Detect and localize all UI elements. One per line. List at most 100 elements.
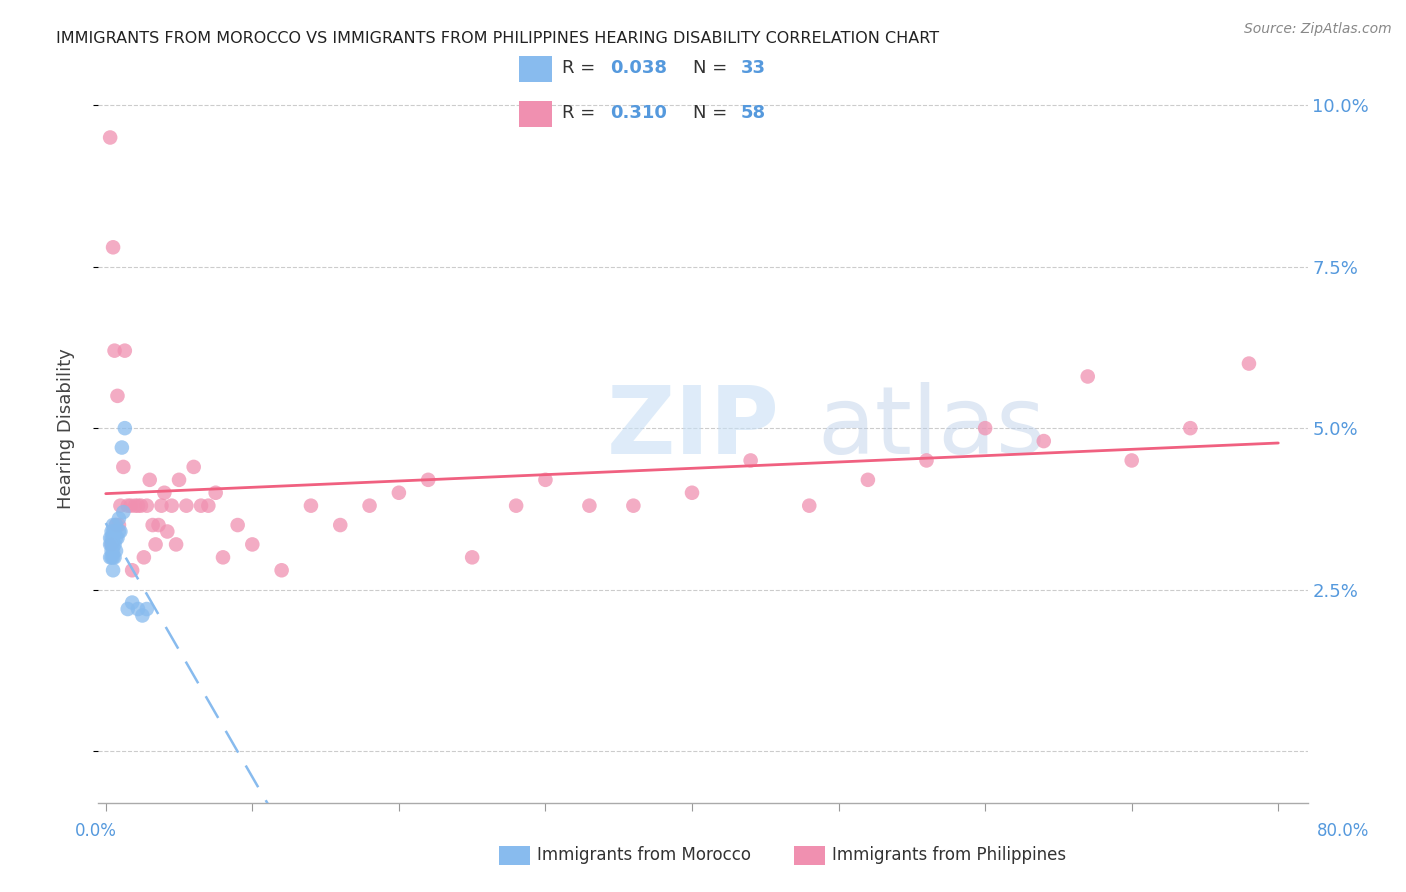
Point bbox=[142, 518, 165, 533]
Point bbox=[176, 499, 198, 513]
Point bbox=[110, 499, 132, 513]
Point bbox=[156, 524, 179, 539]
Point bbox=[150, 499, 173, 513]
Point bbox=[131, 608, 153, 623]
Point bbox=[103, 550, 125, 565]
Point bbox=[112, 459, 135, 474]
Point bbox=[204, 485, 226, 500]
Point bbox=[167, 473, 190, 487]
Point bbox=[100, 537, 122, 551]
Point bbox=[160, 499, 183, 513]
Point bbox=[418, 473, 440, 487]
Point bbox=[129, 499, 152, 513]
Point bbox=[101, 544, 124, 558]
Text: atlas: atlas bbox=[818, 382, 1046, 475]
Point bbox=[100, 531, 122, 545]
Text: IMMIGRANTS FROM MOROCCO VS IMMIGRANTS FROM PHILIPPINES HEARING DISABILITY CORREL: IMMIGRANTS FROM MOROCCO VS IMMIGRANTS FR… bbox=[56, 31, 939, 46]
Point bbox=[1077, 369, 1099, 384]
Point bbox=[103, 343, 125, 358]
Point bbox=[578, 499, 600, 513]
Point bbox=[108, 524, 131, 539]
Point bbox=[108, 511, 131, 525]
Point bbox=[299, 499, 322, 513]
Point bbox=[100, 550, 122, 565]
Point bbox=[107, 389, 129, 403]
Point bbox=[101, 240, 124, 254]
Point bbox=[117, 602, 139, 616]
Point bbox=[120, 499, 142, 513]
Point bbox=[105, 518, 128, 533]
Point bbox=[103, 537, 125, 551]
Point bbox=[101, 518, 124, 533]
Text: N =: N = bbox=[693, 60, 733, 78]
Point bbox=[1121, 453, 1143, 467]
Point bbox=[107, 531, 129, 545]
Point bbox=[190, 499, 212, 513]
Text: 0.310: 0.310 bbox=[610, 104, 666, 122]
Point bbox=[145, 537, 167, 551]
Point bbox=[101, 550, 124, 565]
Point bbox=[148, 518, 170, 533]
Point bbox=[359, 499, 381, 513]
Point bbox=[105, 544, 128, 558]
Text: ZIP: ZIP bbox=[606, 382, 779, 475]
Point bbox=[101, 563, 124, 577]
Point bbox=[98, 537, 121, 551]
Point bbox=[110, 524, 132, 539]
Point bbox=[461, 550, 484, 565]
Text: 80.0%: 80.0% bbox=[1316, 822, 1369, 840]
Point bbox=[1237, 357, 1260, 371]
Point bbox=[100, 537, 122, 551]
Text: 58: 58 bbox=[741, 104, 766, 122]
Point bbox=[98, 550, 121, 565]
Text: 0.0%: 0.0% bbox=[75, 822, 117, 840]
Point bbox=[105, 518, 128, 533]
Point bbox=[101, 524, 124, 539]
Point bbox=[114, 343, 136, 358]
Point bbox=[1032, 434, 1054, 448]
Point bbox=[98, 130, 121, 145]
Text: R =: R = bbox=[562, 60, 602, 78]
Text: R =: R = bbox=[562, 104, 602, 122]
Point bbox=[135, 602, 157, 616]
Bar bbox=[519, 101, 553, 127]
Text: N =: N = bbox=[693, 104, 733, 122]
Point bbox=[127, 602, 149, 616]
Point bbox=[117, 499, 139, 513]
Point bbox=[153, 485, 176, 500]
Bar bbox=[519, 56, 553, 82]
Point bbox=[856, 473, 879, 487]
Point bbox=[534, 473, 557, 487]
Point bbox=[915, 453, 938, 467]
Point bbox=[124, 499, 146, 513]
Point bbox=[329, 518, 352, 533]
Point bbox=[1180, 421, 1202, 435]
Text: 0.038: 0.038 bbox=[610, 60, 668, 78]
Point bbox=[135, 499, 157, 513]
Point bbox=[183, 459, 205, 474]
Point bbox=[165, 537, 187, 551]
Text: 33: 33 bbox=[741, 60, 766, 78]
Point bbox=[240, 537, 263, 551]
Point bbox=[127, 499, 149, 513]
Point bbox=[111, 441, 134, 455]
Y-axis label: Hearing Disability: Hearing Disability bbox=[56, 348, 75, 508]
Point bbox=[226, 518, 249, 533]
Point bbox=[974, 421, 997, 435]
Point bbox=[112, 505, 135, 519]
Point bbox=[101, 531, 124, 545]
Point bbox=[100, 524, 122, 539]
Point bbox=[212, 550, 235, 565]
Point bbox=[121, 596, 143, 610]
Text: Immigrants from Morocco: Immigrants from Morocco bbox=[537, 847, 751, 864]
Text: Source: ZipAtlas.com: Source: ZipAtlas.com bbox=[1244, 22, 1392, 37]
Point bbox=[105, 531, 128, 545]
Point bbox=[98, 531, 121, 545]
Point bbox=[121, 563, 143, 577]
Point bbox=[138, 473, 160, 487]
Text: Immigrants from Philippines: Immigrants from Philippines bbox=[832, 847, 1067, 864]
Point bbox=[270, 563, 292, 577]
Point bbox=[108, 518, 131, 533]
Point bbox=[621, 499, 644, 513]
Point bbox=[132, 550, 155, 565]
